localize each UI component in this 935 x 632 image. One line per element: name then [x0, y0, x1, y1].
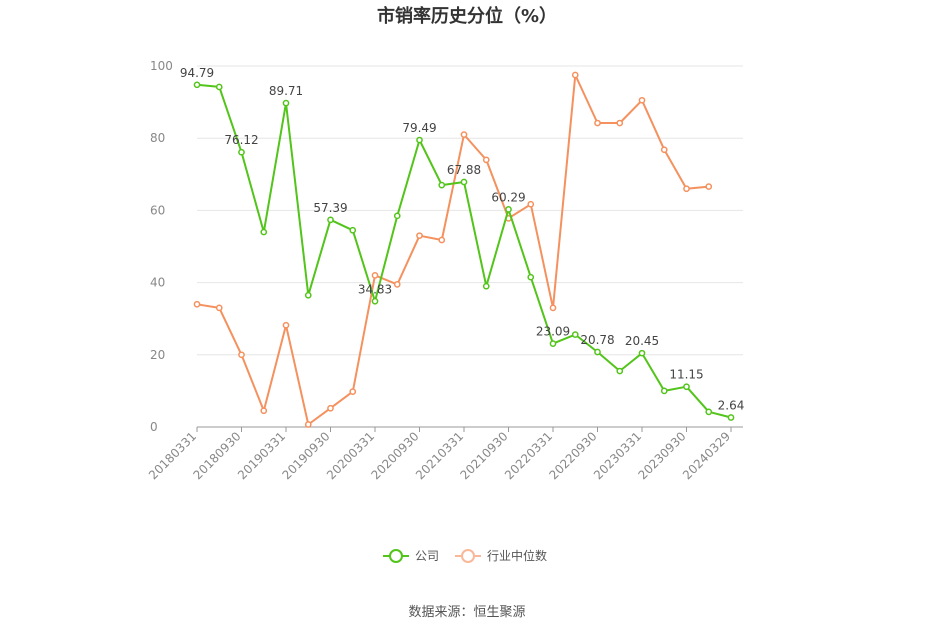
data-point-industry-median[interactable] [616, 119, 624, 127]
data-label: 23.09 [536, 325, 570, 339]
data-label: 11.15 [669, 368, 703, 382]
data-label: 57.39 [313, 201, 347, 215]
data-label: 94.79 [180, 66, 214, 80]
data-point-industry-median[interactable] [304, 421, 312, 428]
data-point-company[interactable] [327, 216, 334, 224]
data-label: 79.49 [402, 121, 436, 135]
data-label: 2.64 [718, 398, 745, 412]
data-point-industry-median[interactable] [549, 304, 557, 312]
data-point-industry-median[interactable] [594, 119, 601, 127]
data-point-company[interactable] [460, 178, 468, 186]
data-point-company[interactable] [505, 206, 512, 213]
x-tick-label: 20240329 [680, 429, 733, 482]
data-point-industry-median[interactable] [238, 351, 245, 359]
y-tick-label: 60 [150, 203, 165, 217]
data-point-industry-median[interactable] [260, 407, 268, 415]
data-point-company[interactable] [438, 181, 446, 189]
data-label: 60.29 [491, 190, 525, 204]
legend-company-marker [389, 549, 403, 563]
data-point-company[interactable] [527, 273, 535, 281]
y-tick-label: 40 [150, 276, 165, 290]
data-point-company[interactable] [616, 367, 624, 375]
data-point-company[interactable] [638, 349, 646, 357]
data-point-industry-median[interactable] [327, 404, 334, 412]
axes: 0204060801002018033120180930201903312019… [146, 59, 743, 482]
legend-item-company[interactable]: 公司 [383, 549, 439, 563]
y-tick-label: 0 [150, 420, 158, 434]
data-point-company[interactable] [282, 99, 290, 107]
data-point-industry-median[interactable] [393, 281, 401, 288]
data-point-industry-median[interactable] [371, 272, 379, 279]
data-point-industry-median[interactable] [460, 131, 468, 138]
data-point-industry-median[interactable] [683, 185, 690, 193]
data-point-industry-median[interactable] [482, 156, 490, 164]
legend-industry-marker [461, 549, 475, 563]
data-point-industry-median[interactable] [282, 321, 290, 329]
data-point-industry-median[interactable] [416, 232, 423, 240]
data-point-company[interactable] [416, 136, 423, 144]
data-point-industry-median[interactable] [438, 236, 446, 244]
data-point-company[interactable] [260, 228, 268, 236]
data-point-industry-median[interactable] [215, 304, 223, 312]
legend-company-label: 公司 [415, 549, 439, 563]
data-point-company[interactable] [304, 291, 312, 299]
legend-industry-label: 行业中位数 [487, 548, 547, 563]
y-tick-label: 100 [150, 59, 173, 73]
data-label: 67.88 [447, 163, 481, 177]
legend: 公司 行业中位数 [383, 548, 547, 563]
data-label: 20.78 [580, 333, 614, 347]
data-point-company[interactable] [571, 331, 579, 338]
data-point-industry-median[interactable] [660, 146, 668, 154]
data-point-company[interactable] [482, 282, 490, 290]
y-tick-label: 80 [150, 131, 165, 145]
data-point-company[interactable] [193, 81, 201, 89]
data-point-company[interactable] [549, 340, 557, 347]
data-point-company[interactable] [393, 212, 401, 220]
series-line-industry-median [196, 74, 709, 426]
data-point-company[interactable] [215, 83, 223, 91]
data-label: 76.12 [224, 133, 258, 147]
data-labels: 94.79 76.12 89.71 57.39 34.83 79.49 67.88 60.29… [180, 66, 745, 413]
data-label: 20.45 [625, 334, 659, 348]
data-point-company[interactable] [238, 148, 245, 156]
data-point-company[interactable] [371, 297, 379, 305]
data-point-company[interactable] [349, 226, 357, 234]
data-point-company[interactable] [727, 414, 735, 421]
data-point-company[interactable] [683, 383, 690, 391]
legend-item-industry-median[interactable]: 行业中位数 [455, 548, 547, 563]
data-point-industry-median[interactable] [705, 183, 713, 190]
data-source: 数据来源：恒生聚源 [408, 605, 525, 620]
y-tick-label: 20 [150, 348, 165, 362]
series-layer [193, 71, 735, 428]
data-point-industry-median[interactable] [349, 388, 357, 395]
chart-title: 市销率历史分位（%） [377, 5, 557, 27]
data-point-company[interactable] [705, 408, 713, 416]
data-point-company[interactable] [594, 348, 601, 356]
data-point-industry-median[interactable] [527, 200, 535, 208]
data-label: 89.71 [269, 84, 303, 98]
data-point-company[interactable] [660, 387, 668, 395]
data-point-industry-median[interactable] [638, 96, 646, 104]
data-point-industry-median[interactable] [193, 300, 201, 308]
data-point-industry-median[interactable] [571, 71, 579, 79]
data-label: 34.83 [358, 282, 392, 296]
